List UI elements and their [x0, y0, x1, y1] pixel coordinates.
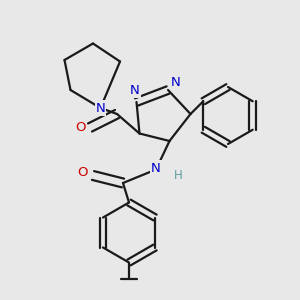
Text: N: N [96, 101, 105, 115]
Text: N: N [130, 84, 140, 97]
Text: O: O [75, 121, 86, 134]
Text: N: N [171, 76, 180, 89]
Text: H: H [174, 169, 183, 182]
Text: O: O [77, 166, 88, 179]
Text: N: N [151, 161, 161, 175]
